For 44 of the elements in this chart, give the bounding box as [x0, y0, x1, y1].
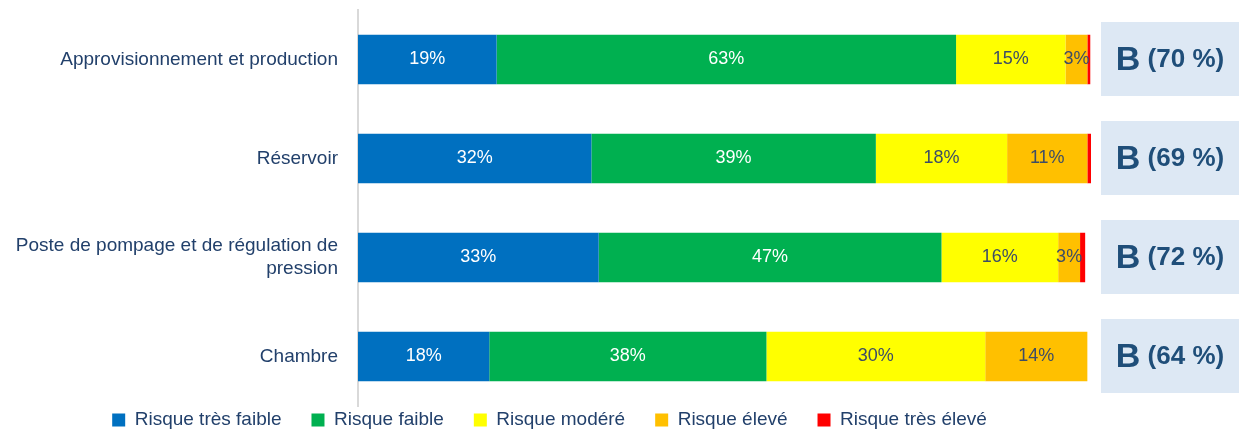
bar — [1007, 133, 1088, 184]
bar — [1087, 133, 1091, 184]
data-label: 18% — [405, 345, 442, 366]
text: B (64 %) — [1115, 336, 1225, 375]
bar — [489, 331, 767, 382]
legend-label: Risque élevé — [677, 408, 788, 430]
bar — [591, 133, 876, 184]
bar — [766, 331, 986, 382]
data-label: 11% — [1029, 147, 1065, 168]
data-label: 39% — [715, 147, 752, 168]
legend-label: Risque modéré — [496, 408, 626, 430]
bar — [496, 34, 957, 85]
bar — [956, 34, 1066, 85]
data-label: 14% — [1018, 345, 1055, 366]
bar — [598, 232, 942, 283]
legend-label: Risque très faible — [134, 408, 282, 430]
y-tick-label: Chambre — [259, 344, 338, 366]
legend-label: Risque faible — [333, 408, 444, 430]
y-tick-label: Approvisionnement et production — [60, 47, 338, 69]
bar — [358, 232, 599, 283]
legend-label: Risque très élevé — [840, 408, 987, 430]
bar — [358, 133, 592, 184]
bar — [875, 133, 1008, 184]
bar — [358, 331, 490, 382]
text: B (69 %) — [1115, 138, 1225, 177]
data-label: 16% — [981, 246, 1018, 267]
bar — [358, 34, 497, 85]
data-label: 63% — [708, 48, 745, 69]
bar — [985, 331, 1088, 382]
data-label: 38% — [609, 345, 646, 366]
data-label: 15% — [992, 48, 1029, 69]
bar — [1087, 34, 1091, 85]
data-label: 30% — [857, 345, 894, 366]
y-tick-label: Réservoir — [256, 146, 339, 168]
bar — [1080, 232, 1086, 283]
y-tick-label: Poste de pompage et de régulation de pression — [15, 234, 338, 279]
data-label: 47% — [752, 246, 789, 267]
data-label: 32% — [456, 147, 493, 168]
bar — [941, 232, 1059, 283]
data-label: 33% — [460, 246, 497, 267]
data-label: 18% — [923, 147, 960, 168]
data-label: 19% — [409, 48, 446, 69]
text: B (72 %) — [1115, 237, 1225, 276]
text: B (70 %) — [1115, 39, 1225, 78]
